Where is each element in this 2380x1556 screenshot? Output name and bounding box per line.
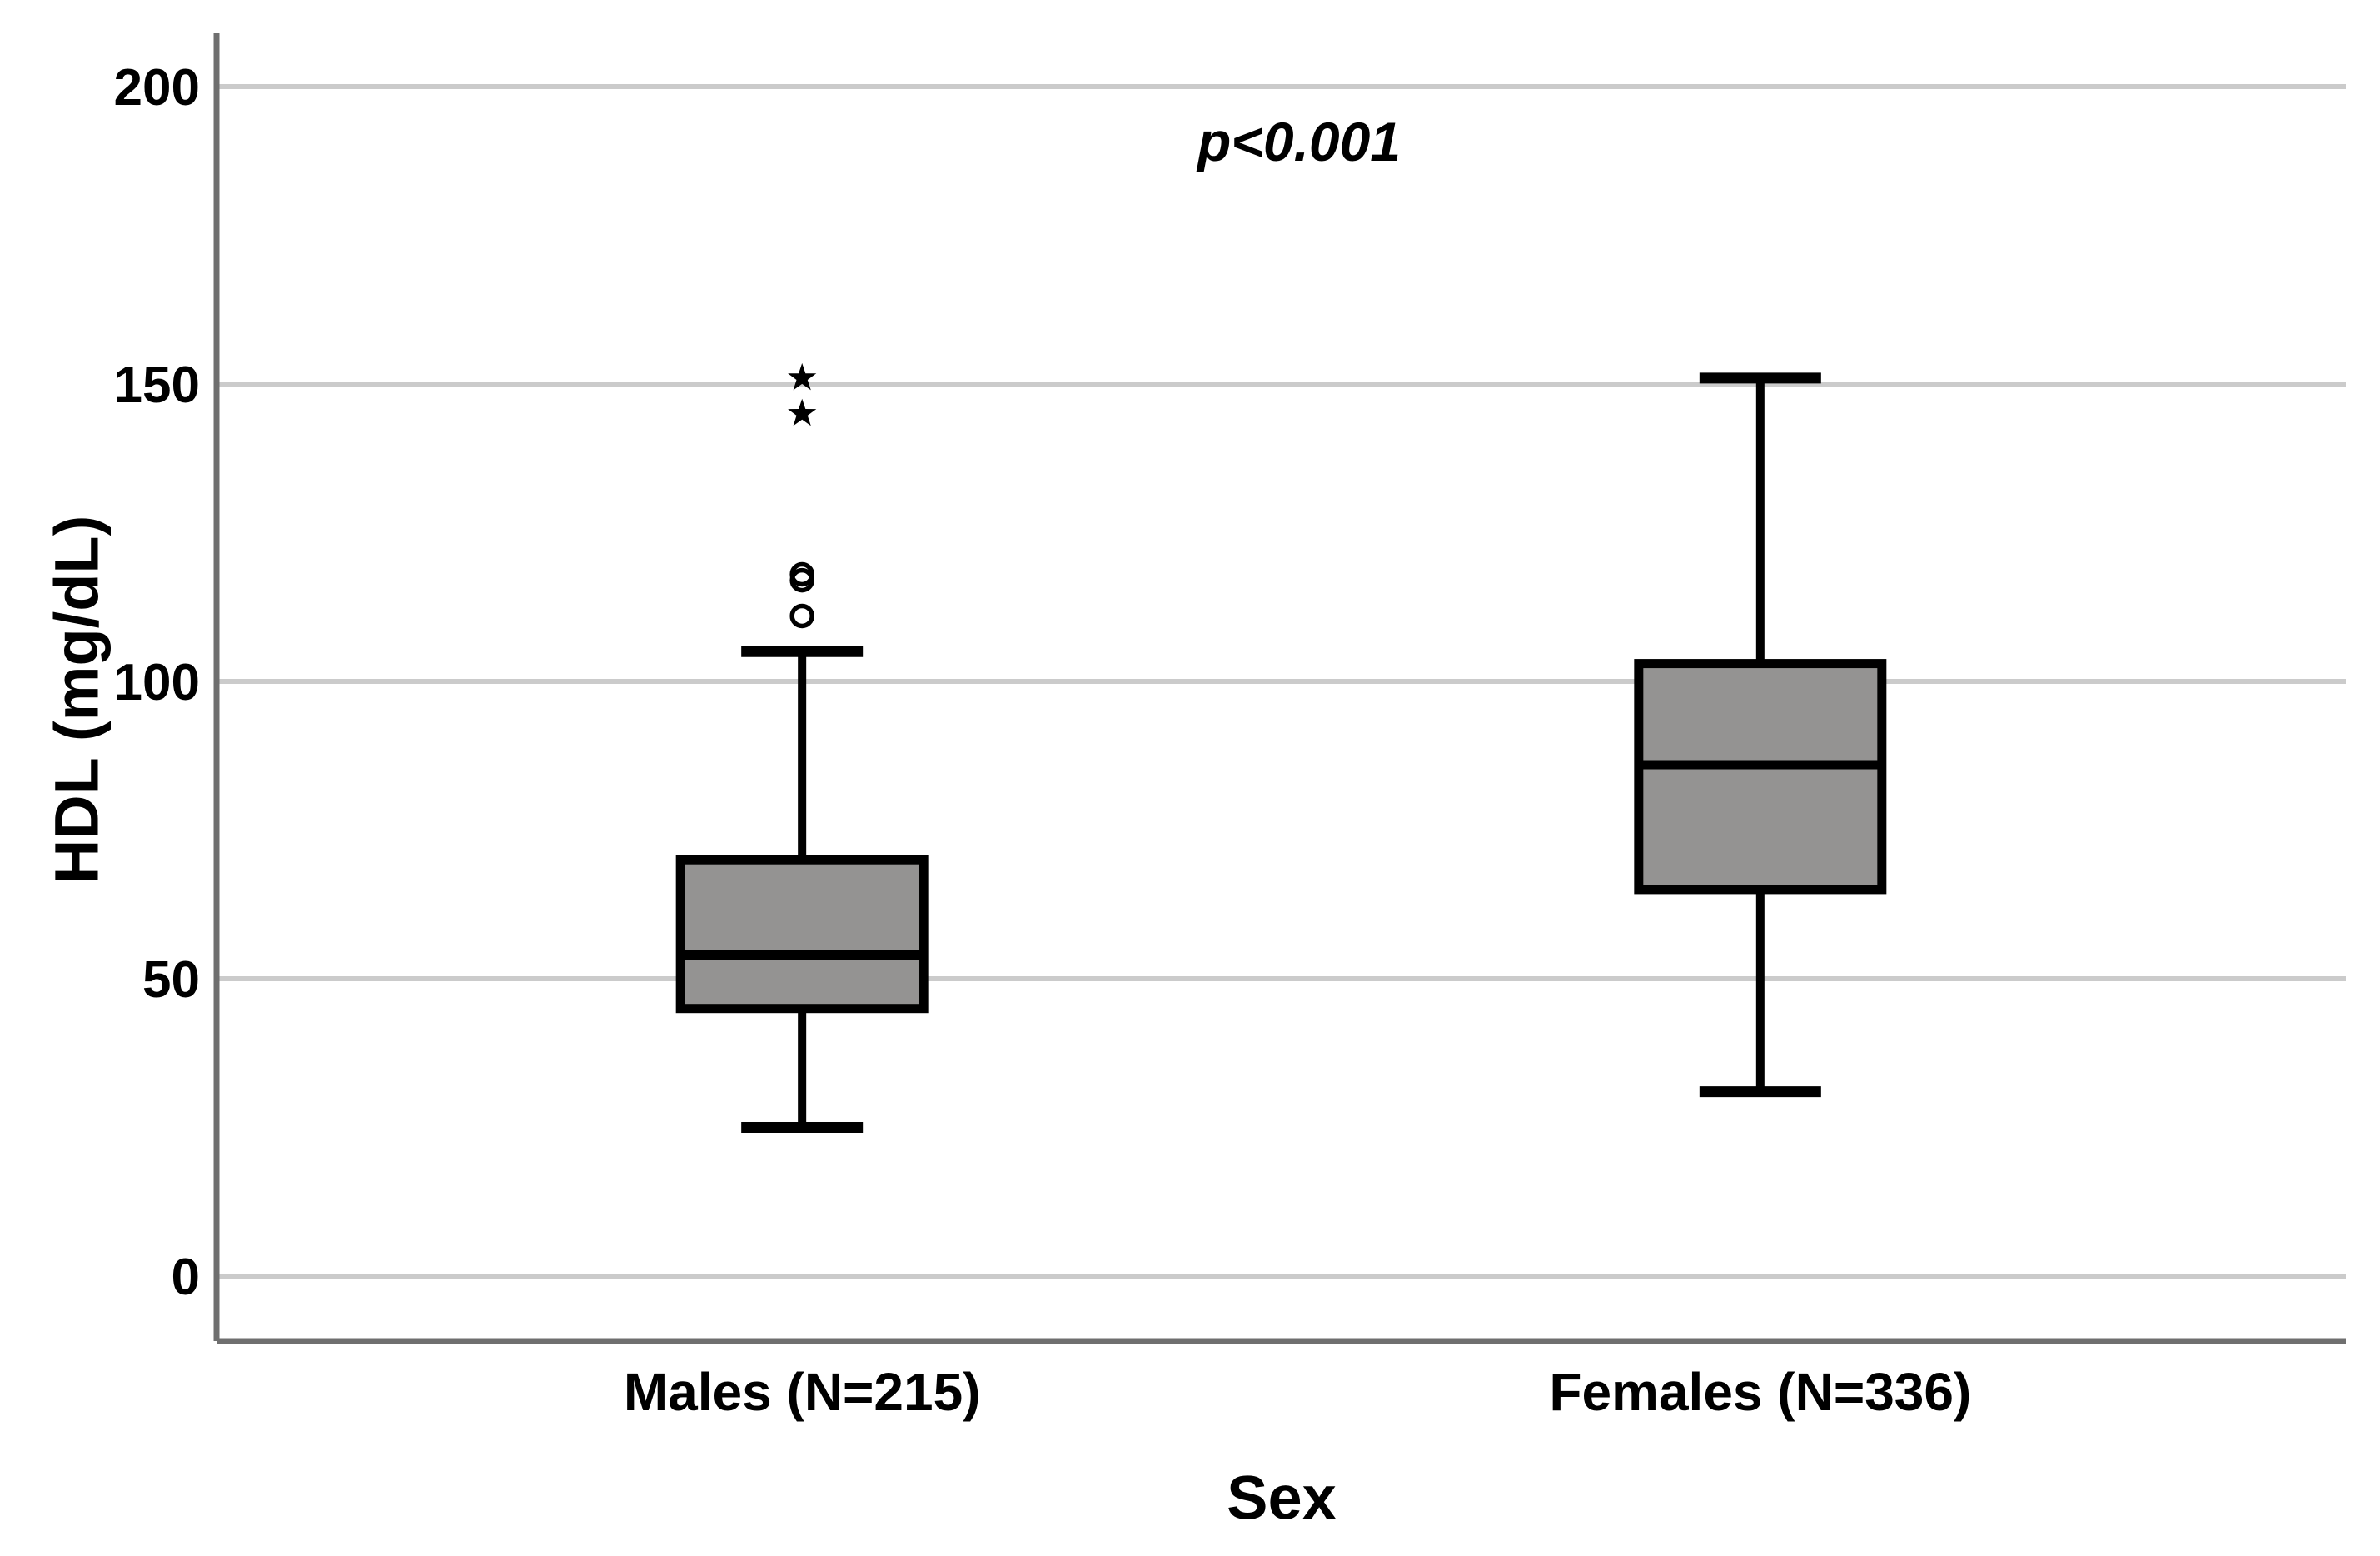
y-tick-label-100: 100 bbox=[114, 654, 200, 711]
outlier-circle-males-111 bbox=[789, 603, 814, 629]
y-tick-label-200: 200 bbox=[114, 59, 200, 117]
x-axis-title: Sex bbox=[1227, 1463, 1337, 1533]
p-value-annotation: p<0.001 bbox=[1197, 111, 1402, 172]
category-label-males: Males (N=215) bbox=[624, 1362, 981, 1422]
y-tick-label-150: 150 bbox=[114, 357, 200, 414]
category-label-females: Females (N=336) bbox=[1549, 1362, 1971, 1422]
y-tick-label-50: 50 bbox=[142, 951, 200, 1009]
y-axis-title: HDL (mg/dL) bbox=[42, 515, 112, 885]
outlier-extreme-males-151 bbox=[788, 362, 817, 391]
outlier-extreme-males-145 bbox=[788, 398, 817, 426]
box-males bbox=[675, 855, 929, 1014]
outlier-circle-males-118 bbox=[789, 561, 814, 587]
y-tick-label-0: 0 bbox=[172, 1249, 200, 1306]
box-females bbox=[1634, 659, 1887, 895]
